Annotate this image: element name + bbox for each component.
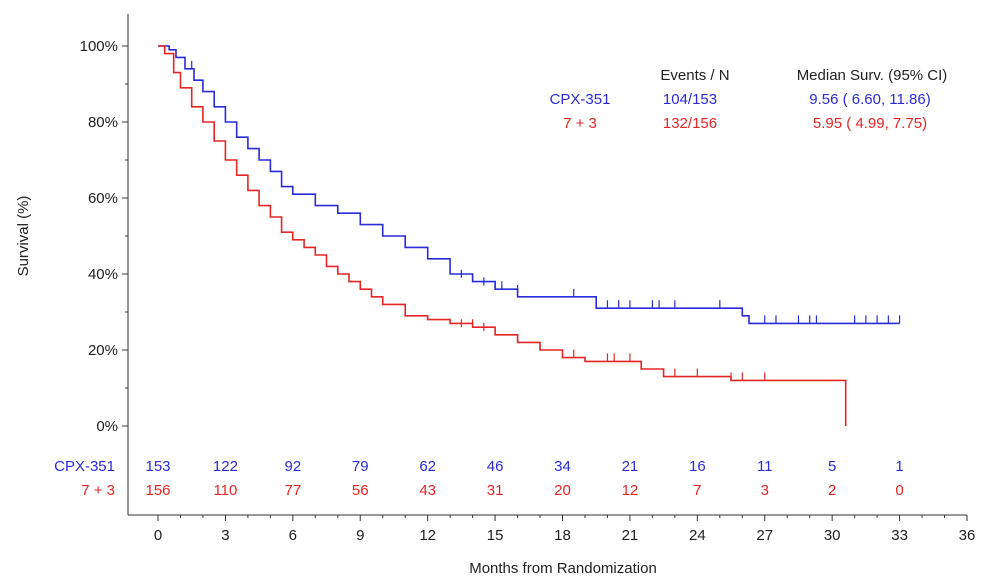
risk-row-label: CPX-351 <box>54 458 115 475</box>
x-tick-label: 21 <box>622 527 639 544</box>
risk-count: 2 <box>828 482 836 499</box>
risk-count: 21 <box>622 458 639 475</box>
y-tick-label: 80% <box>88 114 118 131</box>
risk-count: 1 <box>895 458 903 475</box>
legend-series-cpx351-name: CPX-351 <box>550 91 611 108</box>
censor-marks <box>191 60 901 381</box>
survival-curve-cpx351 <box>158 45 900 325</box>
risk-count: 43 <box>419 482 436 499</box>
legend-series-7plus3-name: 7 + 3 <box>563 115 597 132</box>
x-tick-label: 18 <box>554 527 571 544</box>
legend-header-median: Median Surv. (95% CI) <box>797 67 948 84</box>
risk-count: 0 <box>895 482 903 499</box>
risk-count: 79 <box>352 458 369 475</box>
axes: 0%20%40%60%80%100%0 3 6 9 12 15 18 21 24 27 30 33 36 <box>80 14 976 544</box>
x-tick-label: 33 <box>891 527 908 544</box>
risk-count: 56 <box>352 482 369 499</box>
risk-count: 11 <box>757 458 773 475</box>
y-axis-title: Survival (%) <box>15 196 32 277</box>
legend-series-7plus3-events: 132/156 <box>663 115 717 132</box>
risk-count: 77 <box>284 482 301 499</box>
risk-count: 34 <box>554 458 571 475</box>
legend: Events / N Median Surv. (95% CI) CPX-351… <box>550 67 948 132</box>
legend-series-cpx351-events: 104/153 <box>663 91 717 108</box>
x-tick-label: 0 <box>154 527 162 544</box>
risk-count: 31 <box>487 482 504 499</box>
x-tick-label: 15 <box>487 527 504 544</box>
x-tick-label: 27 <box>756 527 773 544</box>
risk-count: 20 <box>554 482 571 499</box>
risk-count: 16 <box>689 458 706 475</box>
x-tick-label: 24 <box>689 527 706 544</box>
y-tick-label: 0% <box>96 418 118 435</box>
x-tick-label: 30 <box>824 527 841 544</box>
legend-header-events: Events / N <box>660 67 729 84</box>
risk-count: 92 <box>284 458 301 475</box>
risk-count: 110 <box>213 482 237 499</box>
x-axis-title: Months from Randomization <box>469 560 657 577</box>
survival-curves <box>158 45 900 426</box>
legend-series-7plus3-median: 5.95 ( 4.99, 7.75) <box>813 115 927 132</box>
x-tick-label: 36 <box>959 527 976 544</box>
survival-curve-7plus3 <box>158 45 847 426</box>
risk-count: 7 <box>693 482 701 499</box>
y-tick-label: 100% <box>80 38 118 55</box>
risk-row-label: 7 + 3 <box>81 482 115 499</box>
risk-count: 5 <box>828 458 836 475</box>
risk-count: 156 <box>145 482 170 499</box>
risk-count: 12 <box>622 482 639 499</box>
risk-count: 62 <box>419 458 436 475</box>
x-tick-label: 3 <box>221 527 229 544</box>
risk-count: 122 <box>213 458 238 475</box>
y-tick-label: 60% <box>88 190 118 207</box>
risk-count: 46 <box>487 458 504 475</box>
legend-series-cpx351-median: 9.56 ( 6.60, 11.86) <box>809 91 930 108</box>
y-tick-label: 40% <box>88 266 118 283</box>
x-tick-label: 6 <box>289 527 297 544</box>
risk-count: 153 <box>145 458 170 475</box>
risk-count: 3 <box>761 482 769 499</box>
risk-table: CPX-351 153 122 92 79 62 46 34 21 16 11 5 17 + 3 156 1… <box>54 458 904 499</box>
x-tick-label: 12 <box>419 527 436 544</box>
x-tick-label: 9 <box>356 527 364 544</box>
y-tick-label: 20% <box>88 342 118 359</box>
